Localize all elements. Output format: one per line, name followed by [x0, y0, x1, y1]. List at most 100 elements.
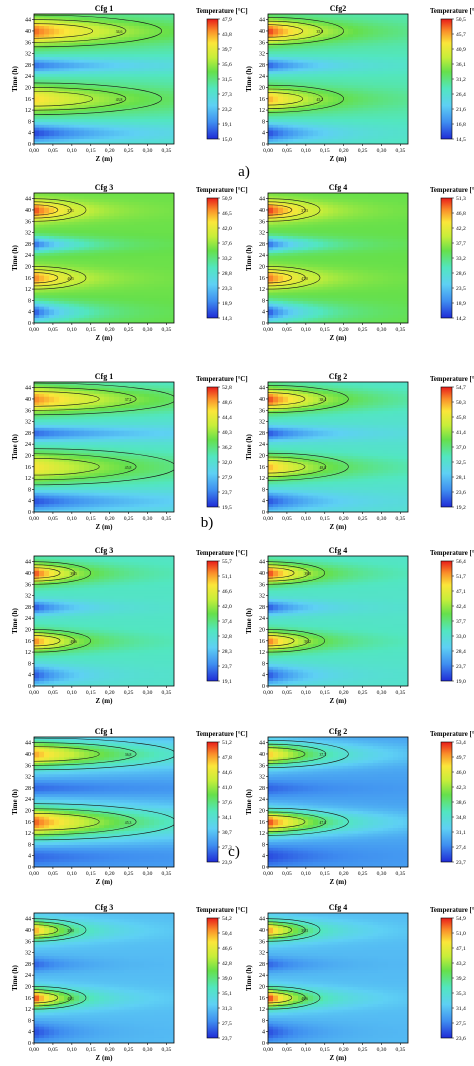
- heat-cell: [144, 195, 150, 200]
- heat-cell: [124, 39, 130, 43]
- heat-cell: [308, 303, 314, 307]
- heat-cell: [278, 53, 284, 57]
- heat-cell: [298, 226, 304, 231]
- heat-cell: [298, 320, 304, 323]
- heat-cell: [84, 246, 90, 251]
- heat-cell: [114, 93, 120, 97]
- heat-cell: [338, 110, 344, 114]
- colorbar-tick-label: 50,5: [456, 17, 466, 23]
- heat-cell: [358, 59, 364, 63]
- heat-cell: [348, 81, 354, 86]
- heat-cell: [114, 272, 120, 276]
- heat-cell: [94, 81, 100, 86]
- heat-cell: [328, 112, 334, 117]
- heat-cell: [353, 204, 359, 208]
- heat-cell: [44, 269, 50, 273]
- heat-cell: [39, 193, 45, 197]
- heat-cell: [154, 218, 160, 222]
- heat-cell: [288, 297, 294, 301]
- heat-cell: [124, 235, 130, 239]
- heat-cell: [298, 56, 304, 60]
- heat-cell: [69, 110, 75, 114]
- heat-cell: [159, 289, 165, 293]
- heat-cell: [338, 107, 344, 111]
- heat-cell: [104, 226, 110, 231]
- heat-cell: [59, 93, 65, 97]
- heat-cell: [54, 297, 60, 301]
- heat-cell: [323, 311, 329, 316]
- heat-cell: [134, 45, 140, 49]
- heat-cell: [293, 215, 299, 220]
- heat-cell: [298, 104, 304, 108]
- heat-cell: [368, 76, 374, 80]
- heat-cell: [69, 258, 75, 262]
- heat-cell: [293, 207, 299, 211]
- heat-cell: [313, 95, 319, 100]
- heat-cell: [283, 121, 289, 125]
- heat-cell: [114, 47, 120, 52]
- x-tick-label: 0,10: [67, 148, 77, 154]
- heat-cell: [164, 258, 170, 262]
- heat-cell: [54, 198, 60, 203]
- heat-cell: [49, 33, 55, 38]
- heat-cell: [79, 297, 85, 301]
- heat-cell: [268, 291, 274, 296]
- heat-cell: [348, 255, 354, 259]
- heat-cell: [99, 303, 105, 307]
- heat-cell: [278, 303, 284, 307]
- colorbar-tick-label: 31,2: [456, 77, 466, 83]
- heat-cell: [328, 30, 334, 35]
- heat-cell: [119, 289, 125, 293]
- heat-cell: [353, 235, 359, 239]
- heat-cell: [378, 70, 384, 74]
- heat-cell: [383, 118, 389, 122]
- heat-cell: [278, 59, 284, 63]
- heat-cell: [79, 232, 85, 236]
- heat-cell: [84, 314, 90, 318]
- y-tick-label: 24: [25, 253, 31, 259]
- heat-cell: [293, 269, 299, 273]
- heat-cell: [44, 101, 50, 106]
- heat-cell: [308, 212, 314, 217]
- heat-cell: [129, 19, 135, 24]
- heat-cell: [79, 132, 85, 137]
- heat-cell: [34, 98, 40, 103]
- heat-cell: [293, 19, 299, 24]
- y-tick-label: 24: [25, 74, 31, 80]
- heat-cell: [104, 67, 110, 72]
- y-tick-label: 44: [259, 18, 265, 24]
- heat-cell: [124, 79, 130, 83]
- heat-cell: [338, 209, 344, 214]
- heat-cell: [313, 67, 319, 72]
- heat-cell: [268, 132, 274, 137]
- x-tick-label: 0,35: [396, 148, 406, 154]
- heat-cell: [353, 277, 359, 282]
- heat-cell: [363, 274, 369, 279]
- heat-cell: [149, 101, 155, 106]
- heat-cell: [318, 25, 324, 29]
- heat-cell: [99, 306, 105, 310]
- heat-cell: [373, 64, 379, 69]
- heat-cell: [333, 141, 339, 144]
- y-tick-label: 24: [259, 74, 265, 80]
- heat-cell: [149, 42, 155, 46]
- heat-cell: [144, 110, 150, 114]
- heat-cell: [159, 201, 165, 205]
- heat-cell: [318, 50, 324, 55]
- heat-cell: [59, 70, 65, 74]
- heat-cell: [44, 317, 50, 321]
- heat-cell: [383, 79, 389, 83]
- heat-cell: [308, 269, 314, 273]
- heat-cell: [328, 303, 334, 307]
- heat-cell: [338, 53, 344, 57]
- heat-cell: [34, 209, 40, 214]
- heat-cell: [114, 138, 120, 142]
- heat-cell: [288, 280, 294, 285]
- heat-cell: [69, 263, 75, 268]
- heat-cell: [383, 95, 389, 100]
- heat-cell: [398, 95, 404, 100]
- heat-cell: [268, 25, 274, 29]
- heat-cell: [343, 291, 349, 296]
- heat-cell: [114, 252, 120, 256]
- heat-cell: [74, 118, 80, 122]
